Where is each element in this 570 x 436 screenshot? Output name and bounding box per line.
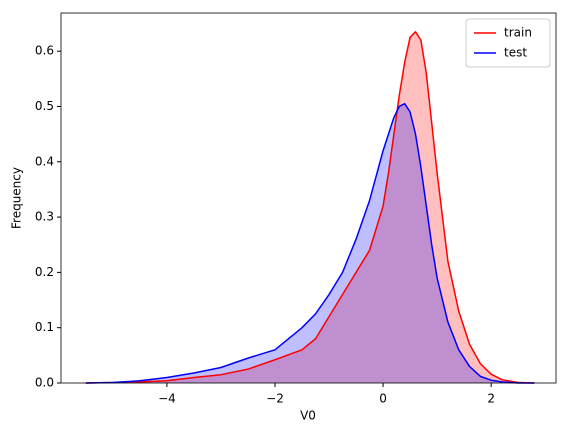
legend-label: test	[504, 46, 527, 60]
legend-box	[465, 18, 551, 68]
density-line	[85, 102, 535, 384]
x-tick-label: 2	[487, 392, 495, 406]
y-tick-label: 0.0	[35, 376, 54, 390]
x-tick-label: −2	[266, 392, 284, 406]
density-area	[85, 103, 535, 383]
y-tick-label: 0.6	[35, 44, 54, 58]
y-tick-label: 0.5	[35, 99, 54, 113]
y-tick-label: 0.4	[35, 154, 54, 168]
density-line	[85, 31, 535, 384]
plot-frame	[60, 12, 557, 384]
y-axis-label: Frequency	[10, 167, 24, 229]
x-tick-label: 0	[379, 392, 387, 406]
y-tick-label: 0.1	[35, 320, 54, 334]
y-tick-label: 0.2	[35, 265, 54, 279]
x-axis-label: V0	[300, 409, 316, 423]
density-area	[85, 31, 535, 384]
y-tick-label: 0.3	[35, 210, 54, 224]
x-tick-label: −4	[158, 392, 176, 406]
legend-label: train	[504, 26, 532, 40]
